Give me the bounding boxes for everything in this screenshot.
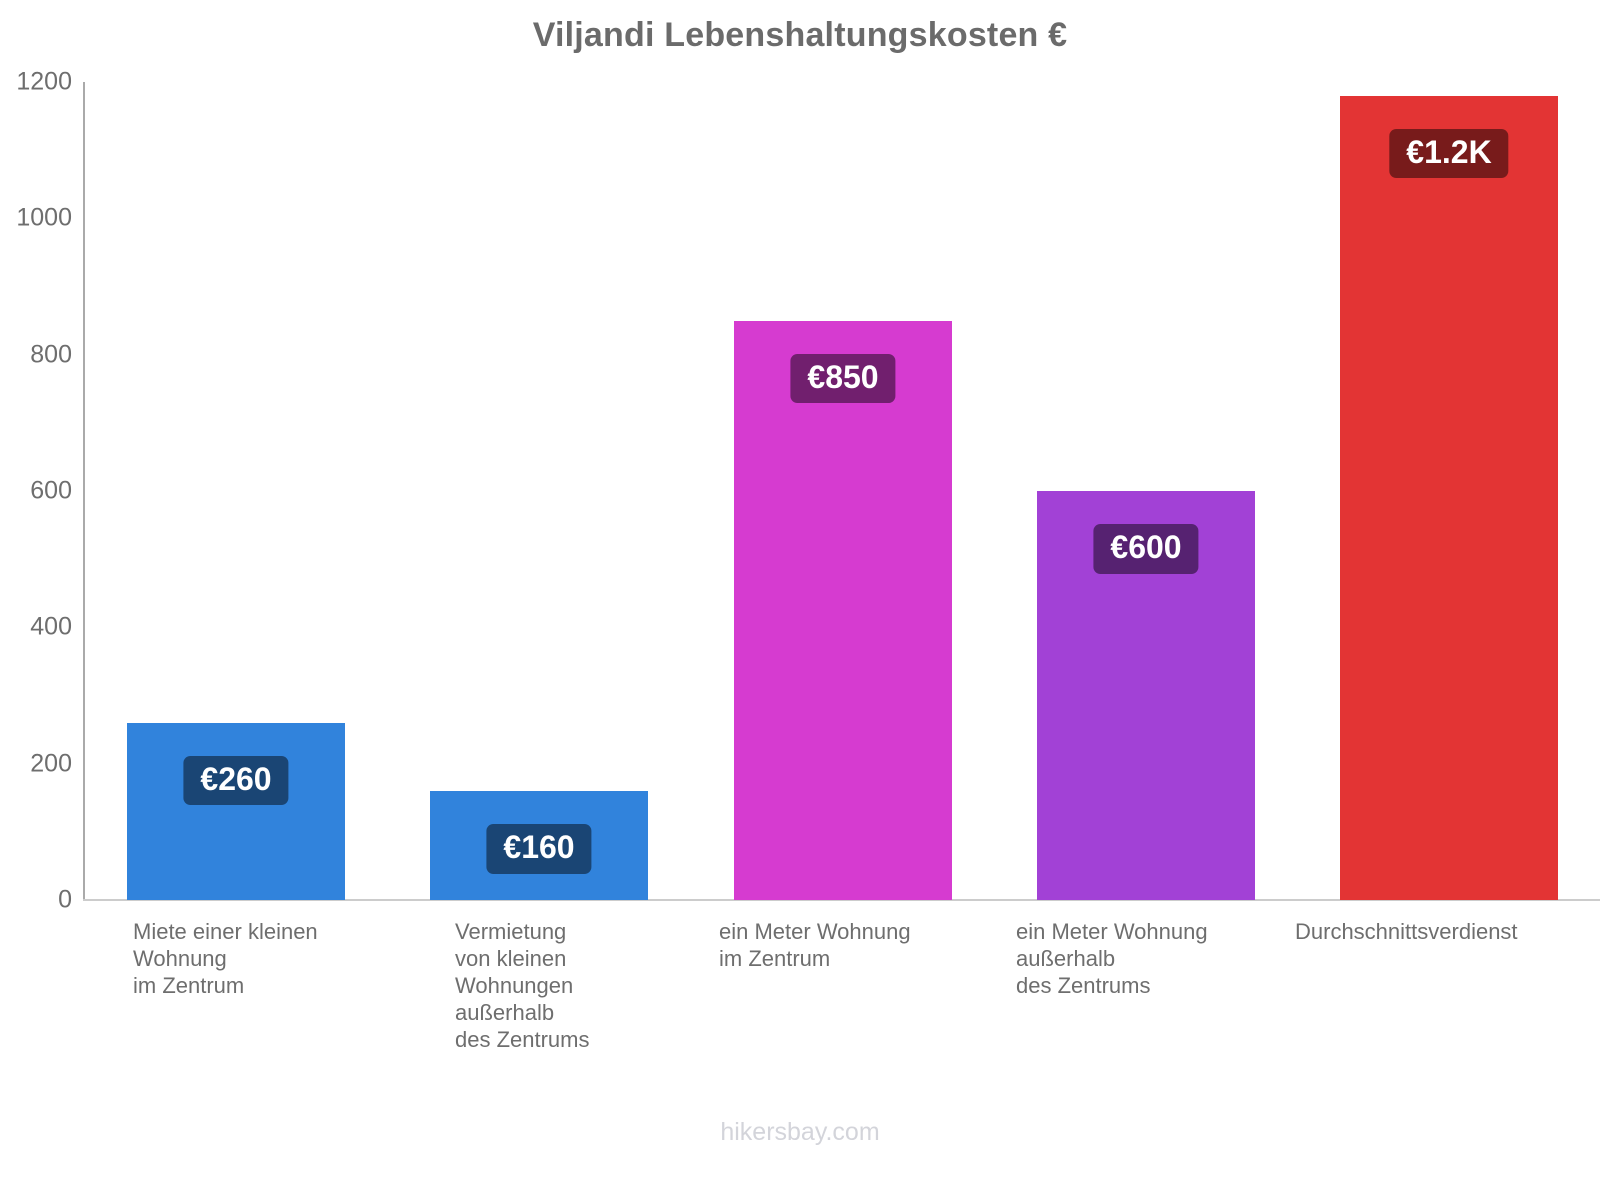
bar-value-label: €850 (790, 353, 896, 404)
y-axis-tick-label: 800 (30, 340, 72, 369)
y-axis-tick-label: 0 (58, 885, 72, 914)
bar[interactable] (1037, 491, 1255, 900)
bar-value-label: €260 (183, 755, 289, 806)
y-axis-tick-label: 1200 (16, 67, 72, 96)
watermark: hikersbay.com (720, 1118, 880, 1146)
chart-title: Viljandi Lebenshaltungskosten € (532, 16, 1068, 54)
x-axis-category-label: Durchschnittsverdienst (1295, 919, 1518, 944)
y-axis-tick-label: 1000 (16, 203, 72, 232)
bar-value-label: €600 (1093, 524, 1199, 574)
y-axis-tick-label: 400 (30, 612, 72, 641)
y-axis-line (83, 82, 85, 900)
x-axis-category-label: ein Meter Wohnung außerhalb des Zentrums (1016, 919, 1208, 998)
bar-value-label: €160 (486, 823, 592, 874)
y-axis-tick-label: 200 (30, 749, 72, 778)
x-axis-line (83, 899, 1600, 901)
plot-area (83, 82, 1600, 900)
x-axis-category-label: ein Meter Wohnung im Zentrum (719, 919, 911, 971)
bar[interactable] (430, 790, 648, 900)
x-axis-category-label: Miete einer kleinen Wohnung im Zentrum (133, 919, 318, 998)
y-axis-tick-label: 600 (30, 476, 72, 505)
bar[interactable] (127, 722, 345, 900)
bar[interactable] (1340, 95, 1558, 900)
bar-value-label: €1.2K (1389, 128, 1509, 179)
bar[interactable] (734, 320, 952, 900)
x-axis-category-label: Vermietung von kleinen Wohnungen außerha… (455, 919, 590, 1052)
